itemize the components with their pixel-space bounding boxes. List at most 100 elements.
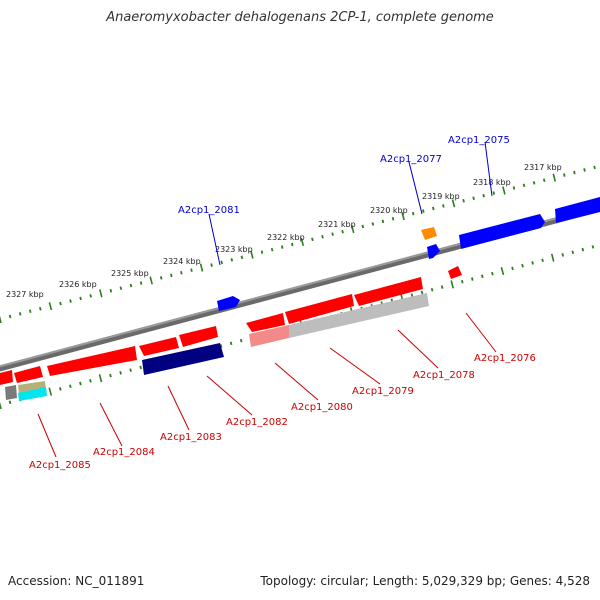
ruler-minor-tick — [28, 309, 32, 314]
gene-label-2076[interactable]: A2cp1_2076 — [474, 353, 536, 364]
ruler-label-2322: 2322 kbp — [267, 233, 305, 242]
gene-label-2085[interactable]: A2cp1_2085 — [29, 460, 91, 471]
ruler-minor-tick — [230, 258, 234, 262]
ruler-minor-tick — [89, 294, 92, 298]
ruler-minor-tick — [69, 299, 72, 303]
gene-label-2082[interactable]: A2cp1_2082 — [226, 417, 288, 428]
gene-a2cp1-2079[interactable] — [285, 294, 354, 324]
ruler-label-2318: 2318 kbp — [473, 178, 511, 187]
ruler-minor-tick — [341, 229, 344, 234]
gene-label-2075[interactable]: A2cp1_2075 — [448, 135, 510, 146]
ruler-minor-tick — [471, 277, 474, 281]
forward-genes — [217, 197, 600, 311]
ruler-minor-tick — [511, 266, 514, 271]
ruler-minor-tick — [59, 387, 62, 391]
ruler-major-tick — [199, 263, 204, 272]
gene-a2cp1-2082[interactable] — [179, 326, 218, 347]
ruler-minor-tick — [542, 178, 546, 183]
ruler-major-tick — [48, 302, 53, 311]
ruler-minor-tick — [139, 365, 142, 370]
ruler-minor-tick — [460, 279, 464, 284]
ruler-minor-tick — [109, 289, 113, 293]
ruler-minor-tick — [410, 293, 414, 297]
ruler-minor-tick — [220, 260, 223, 265]
ruler-minor-tick — [422, 209, 425, 213]
ruler-major-tick — [250, 250, 254, 259]
title: Anaeromyxobacter dehalogenans 2CP-1, com… — [106, 10, 494, 25]
ruler-minor-tick — [541, 258, 544, 263]
ruler-minor-tick — [593, 165, 596, 170]
ruler-minor-tick — [119, 286, 123, 290]
ruler-minor-tick — [109, 373, 112, 378]
gene-a2cp1-2084[interactable] — [47, 346, 137, 376]
ruler-label-2323: 2323 kbp — [215, 245, 253, 254]
gene-blue-large[interactable] — [459, 214, 545, 249]
ruler-label-2317: 2317 kbp — [524, 163, 562, 172]
gene-a2cp1-2083[interactable] — [139, 337, 179, 356]
gene-a2cp1-2075[interactable] — [555, 197, 600, 223]
ruler-minor-tick — [291, 242, 294, 247]
ruler-minor-tick — [391, 216, 395, 221]
ruler-major-tick — [98, 374, 103, 383]
ruler-minor-tick — [583, 168, 586, 172]
ruler-minor-tick — [481, 274, 484, 279]
gene-labels: A2cp1_2075 A2cp1_2077 A2cp1_2081 A2cp1_2… — [29, 135, 536, 471]
gene-a2cp1-2076[interactable] — [448, 266, 462, 279]
ruler-minor-tick — [522, 183, 526, 188]
ruler-minor-tick — [190, 268, 193, 272]
ruler-minor-tick — [280, 245, 284, 249]
gene-label-2077[interactable]: A2cp1_2077 — [380, 154, 442, 165]
ruler-minor-tick — [563, 173, 566, 177]
gene-red-edge[interactable] — [0, 370, 13, 385]
ruler-minor-tick — [8, 314, 12, 319]
gene-label-2084[interactable]: A2cp1_2084 — [93, 447, 155, 458]
gene-navy-2083[interactable] — [142, 343, 224, 375]
ruler-minor-tick — [180, 270, 183, 275]
ruler-minor-tick — [270, 247, 274, 252]
ruler-major-tick — [350, 224, 355, 234]
ruler-major-tick — [300, 237, 305, 246]
ruler-minor-tick — [129, 283, 133, 288]
accession-text: Accession: NC_011891 — [8, 574, 145, 588]
ruler-label-2320: 2320 kbp — [370, 206, 408, 215]
gene-a2cp1-2081[interactable] — [217, 296, 240, 311]
ruler-minor-tick — [532, 181, 536, 185]
ruler-minor-tick — [321, 234, 324, 239]
ruler-minor-tick — [521, 263, 524, 268]
ruler-major-tick — [0, 315, 2, 324]
gene-label-2078[interactable]: A2cp1_2078 — [413, 370, 475, 381]
ruler-minor-tick — [561, 253, 564, 257]
gene-a2cp1-2078[interactable] — [354, 277, 423, 306]
ruler-minor-tick — [491, 271, 494, 276]
leader-lines — [37, 141, 497, 458]
gene-red-2085[interactable] — [14, 366, 43, 383]
ruler-major-tick — [550, 253, 555, 262]
ruler-label-2325: 2325 kbp — [111, 269, 149, 278]
gene-label-2081[interactable]: A2cp1_2081 — [178, 205, 240, 216]
ruler-major-tick — [502, 186, 506, 195]
ruler-minor-tick — [129, 368, 132, 372]
ruler-minor-tick — [8, 400, 12, 405]
gene-label-2079[interactable]: A2cp1_2079 — [352, 386, 414, 397]
gene-label-2080[interactable]: A2cp1_2080 — [291, 402, 353, 413]
gene-gray-2080[interactable] — [249, 325, 289, 347]
ruler-minor-tick — [311, 237, 314, 242]
ruler-minor-tick — [581, 247, 585, 252]
ruler-minor-tick — [371, 222, 375, 226]
ruler-minor-tick — [210, 263, 213, 267]
gene-gray-2079[interactable] — [289, 293, 429, 338]
ruler-minor-tick — [462, 198, 465, 203]
ruler-minor-tick — [219, 344, 223, 348]
ruler-minor-tick — [119, 371, 122, 375]
gene-small-blue[interactable] — [427, 244, 440, 259]
gene-gray-small[interactable] — [5, 385, 17, 400]
gene-cyan[interactable] — [18, 387, 47, 401]
ruler-minor-tick — [69, 384, 72, 389]
ruler-minor-tick — [59, 301, 62, 306]
ruler-label-2324: 2324 kbp — [163, 257, 201, 266]
ruler-minor-tick — [260, 250, 264, 254]
gene-a2cp1-2077[interactable] — [421, 227, 437, 240]
gene-a2cp1-2080[interactable] — [246, 313, 285, 332]
gene-label-2083[interactable]: A2cp1_2083 — [160, 432, 222, 443]
ruler-label-2321: 2321 kbp — [318, 220, 356, 229]
